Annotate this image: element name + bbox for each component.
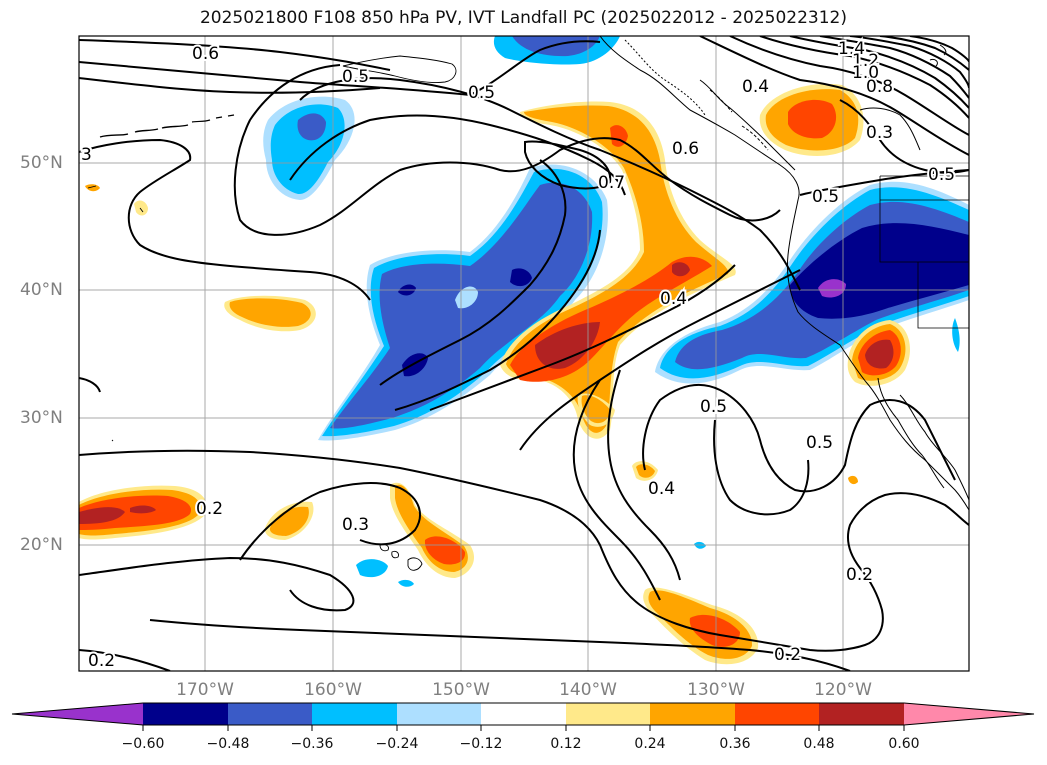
- lat-label: 30°N: [20, 408, 63, 428]
- contour-label: 0.4: [742, 77, 769, 97]
- contour-0.3-west: [79, 138, 371, 301]
- contour-0.5-north: [79, 40, 601, 97]
- contour-sw: [79, 377, 101, 393]
- contour-label: 0.2: [774, 645, 801, 665]
- colorbar-segment: [143, 703, 228, 725]
- contour-0.6-north: [79, 39, 391, 71]
- lon-label: 150°W: [432, 680, 490, 700]
- contour-label: 0.6: [192, 44, 219, 64]
- shade-canada-positive: [759, 83, 864, 156]
- contour-0.5-mid: [299, 77, 801, 291]
- shade-gulf-alaska: [263, 96, 355, 200]
- colorbar-segment: [312, 703, 397, 725]
- contour-label: 0.2: [196, 499, 223, 519]
- lon-label: 120°W: [814, 680, 872, 700]
- contour-label: 0.8: [866, 77, 893, 97]
- contour-0.4-trough: [379, 159, 601, 411]
- colorbar-tick-label: 0.12: [550, 736, 582, 752]
- contour-label: 0.5: [928, 165, 955, 185]
- contour-label-layer: 0.6 0.5 0.5 1.4 1.2 1.0 0.8 0.4 0.6 0.3 …: [79, 37, 957, 673]
- contour-0.3-south: [572, 379, 661, 601]
- shaded-anomalies: [79, 36, 969, 665]
- shade-small-negatives: [356, 541, 706, 587]
- contour-0.5-east: [799, 169, 969, 196]
- contour-label: 1.2: [852, 51, 879, 71]
- colorbar-tick-label: −0.24: [375, 736, 419, 752]
- colorbar: [11, 702, 1035, 731]
- colorbar-segment: [819, 703, 904, 725]
- contour-0.3-east: [839, 99, 969, 174]
- colorbar-segment: [650, 703, 735, 725]
- shade-socal-positive: [847, 320, 910, 386]
- contour-0.4-jet: [429, 264, 801, 451]
- lon-label: 140°W: [559, 680, 617, 700]
- colorbar-segment: [481, 703, 566, 725]
- colorbar-tick-label: 0.24: [634, 736, 666, 752]
- colorbar-tick-label: −0.36: [290, 736, 334, 752]
- contour-label: 0.5: [700, 397, 727, 417]
- pv-contours: [79, 36, 969, 671]
- contour-label: 1.0: [852, 63, 879, 83]
- lat-label: 50°N: [20, 153, 63, 173]
- contour-label: 0.5: [812, 187, 839, 207]
- contour-0.7: [289, 114, 626, 196]
- contour-label: 1.4: [838, 39, 865, 59]
- shade-california-negative: [655, 181, 969, 384]
- lat-label: 20°N: [20, 535, 63, 555]
- contour-label: 0.6: [672, 139, 699, 159]
- contour-label: 0.4: [648, 479, 675, 499]
- contour-0.2-bottom: [79, 619, 851, 671]
- contour-label: 0.2: [846, 565, 873, 585]
- contour-label: 0.3: [866, 123, 893, 143]
- contour-0.4-north: [79, 77, 381, 94]
- colorbar-tick-label: −0.12: [459, 736, 503, 752]
- map-title: 2025021800 F108 850 hPa PV, IVT Landfall…: [199, 8, 847, 28]
- contour-label: 3: [81, 145, 92, 165]
- lon-label: 130°W: [687, 680, 745, 700]
- map-frame: [78, 35, 970, 672]
- shade-dateline-positive: [79, 184, 316, 540]
- colorbar-segment: [397, 703, 481, 725]
- colorbar-extend-high: [904, 703, 1034, 725]
- colorbar-segment: [566, 703, 650, 725]
- colorbar-extend-low: [12, 703, 143, 725]
- lon-label: 160°W: [304, 680, 362, 700]
- contour-label: 0.4: [660, 289, 687, 309]
- contour-label: 0.5: [342, 67, 369, 87]
- colorbar-tick-label: 0.36: [719, 736, 751, 752]
- contour-label: 0.2: [88, 651, 115, 671]
- contour-0.2-long: [79, 449, 969, 652]
- lat-label: 40°N: [20, 280, 63, 300]
- lon-label: 170°W: [176, 680, 234, 700]
- colorbar-tick-label: −0.48: [206, 736, 250, 752]
- contour-label: 0.5: [468, 83, 495, 103]
- contour-0.3-hawaii: [239, 482, 421, 561]
- contour-top-right-stack: [699, 36, 969, 156]
- contour-0.4-south: [607, 369, 681, 581]
- contour-0.2-south: [79, 556, 355, 612]
- shade-top-negative: [493, 36, 620, 65]
- colorbar-tick-label: 0.48: [803, 736, 835, 752]
- contour-label: 0.3: [342, 515, 369, 535]
- shade-subtropical-positive: [390, 393, 858, 665]
- colorbar-segment: [735, 703, 819, 725]
- colorbar-segment: [228, 703, 312, 725]
- colorbar-tick-label: 0.60: [888, 736, 920, 752]
- colorbar-tick-label: −0.60: [121, 736, 165, 752]
- contour-0.5-south: [642, 383, 956, 516]
- contour-label: 0.7: [598, 173, 625, 193]
- contour-label: 0.5: [806, 433, 833, 453]
